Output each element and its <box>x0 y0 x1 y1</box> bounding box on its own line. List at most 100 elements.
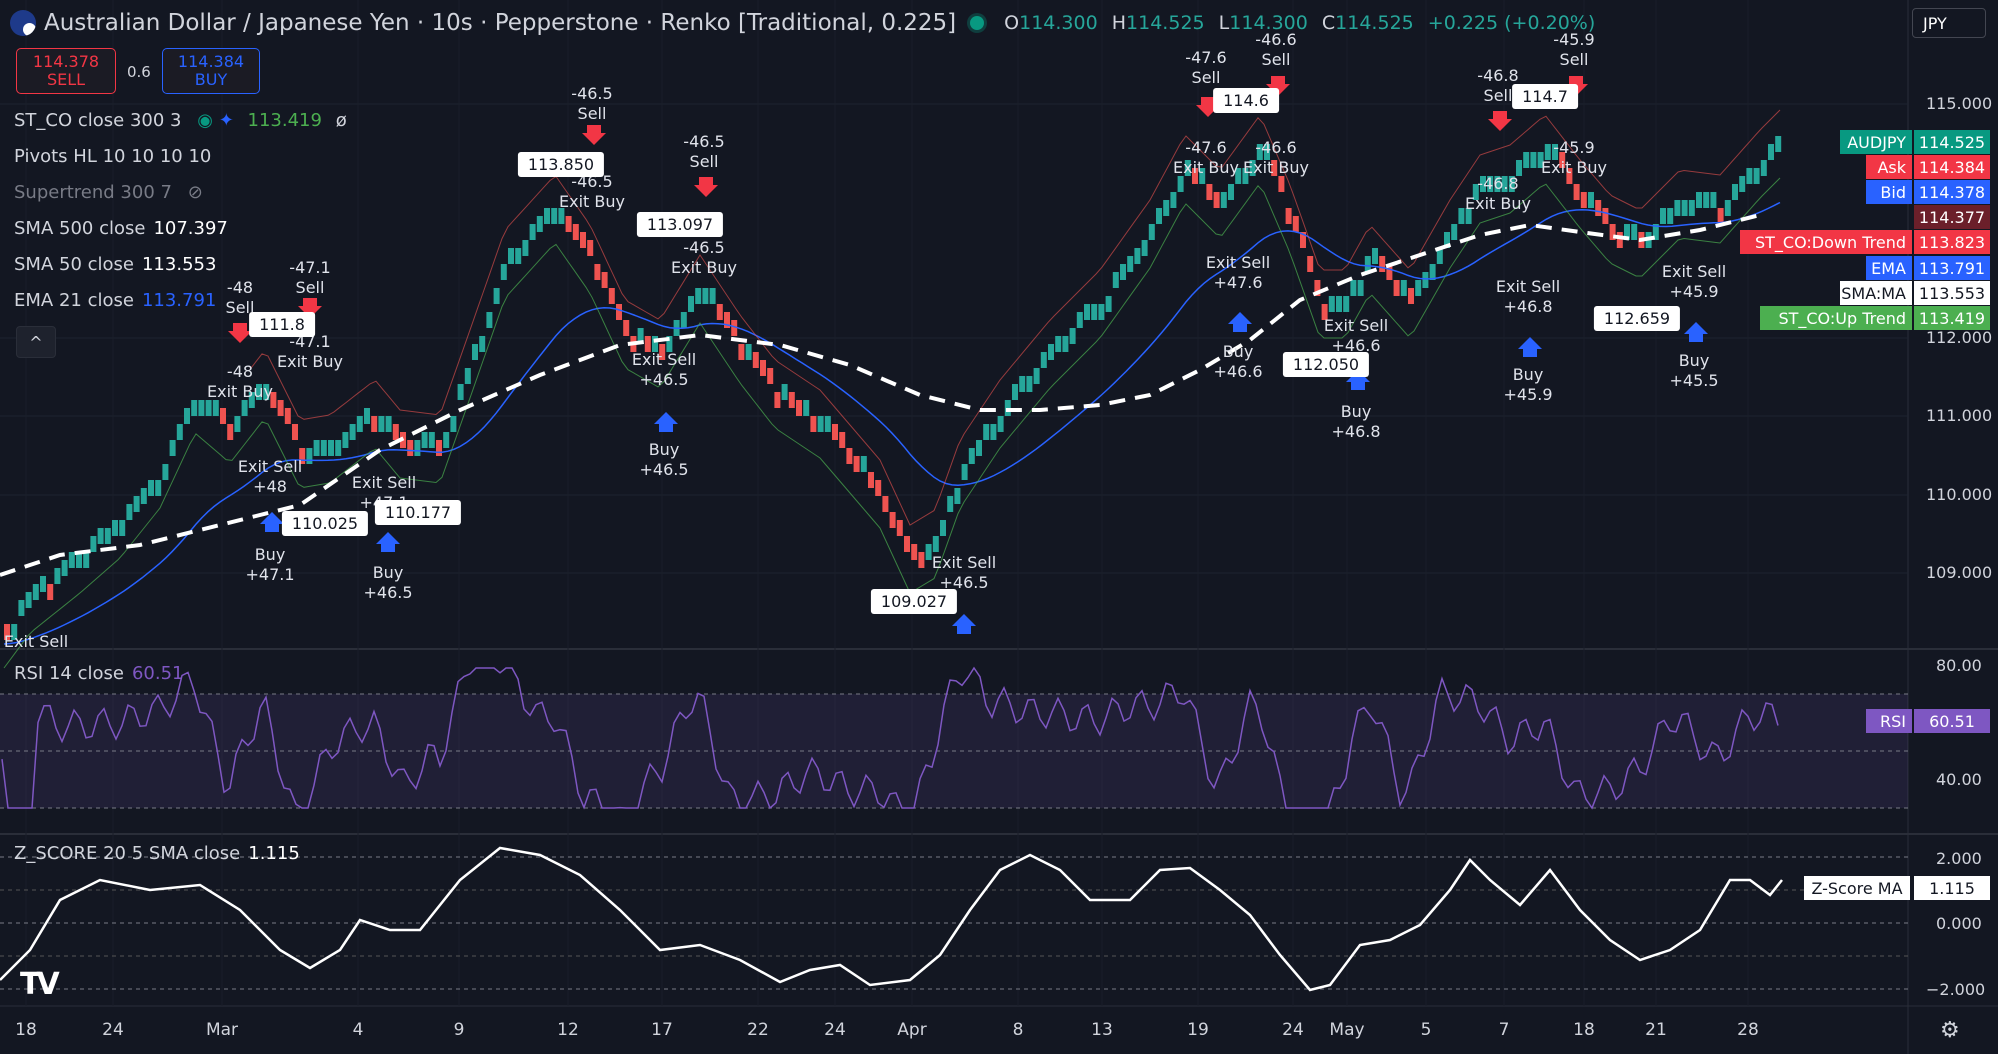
renko-brick <box>688 296 694 312</box>
legend-zscore[interactable]: Z_SCORE 20 5 SMA close 1.115 <box>14 843 300 864</box>
renko-brick <box>198 400 205 416</box>
pivot-label[interactable]: 109.027 <box>870 589 958 614</box>
renko-brick <box>1300 232 1306 248</box>
renko-brick <box>1256 144 1263 160</box>
renko-brick <box>1624 224 1630 240</box>
settings-gear-icon[interactable]: ⚙ <box>1940 1018 1960 1043</box>
renko-brick <box>1422 272 1429 288</box>
renko-brick <box>738 344 745 360</box>
renko-brick <box>1724 200 1731 216</box>
renko-brick <box>1717 208 1724 224</box>
pivot-label[interactable]: 112.659 <box>1593 306 1681 331</box>
renko-brick <box>1228 184 1234 200</box>
renko-brick <box>1055 336 1062 352</box>
renko-brick <box>1141 240 1148 256</box>
x-tick-label: 9 <box>453 1020 465 1040</box>
trade-annotation: -46.8 Sell <box>1477 66 1519 105</box>
rsi-value: 60.51 <box>1914 709 1990 733</box>
renko-brick <box>270 392 277 408</box>
pivot-label[interactable]: 110.025 <box>281 511 369 536</box>
renko-brick <box>536 216 543 232</box>
legend-st-co[interactable]: ST_CO close 300 3 ◉ ✦ 113.419 ø <box>14 110 347 131</box>
pivot-label[interactable]: 112.050 <box>1282 352 1370 377</box>
trade-annotation: Buy +47.1 <box>245 545 295 584</box>
renko-brick <box>32 584 39 600</box>
renko-brick <box>1746 168 1753 184</box>
renko-brick <box>1537 152 1544 168</box>
legend-ema21[interactable]: EMA 21 close 113.791 <box>14 290 217 311</box>
trade-annotation: -46.6 Sell <box>1255 30 1297 69</box>
sell-button[interactable]: 114.378 SELL <box>16 48 116 94</box>
alert-icon[interactable]: ◉ <box>197 110 213 131</box>
renko-brick <box>1703 192 1710 208</box>
legend-sma500[interactable]: SMA 500 close 107.397 <box>14 218 228 239</box>
sell-price: 114.378 <box>32 52 100 71</box>
tradingview-logo[interactable]: TV <box>20 967 60 1002</box>
y-tick: 115.000 <box>1926 94 1993 113</box>
renko-brick <box>1688 200 1695 216</box>
legend-supertrend[interactable]: Supertrend 300 7 ⊘ <box>14 182 203 203</box>
legend-rsi[interactable]: RSI 14 close 60.51 <box>14 663 184 684</box>
price-label-value: 114.378 <box>1914 180 1990 204</box>
pivot-label[interactable]: 110.177 <box>374 500 462 525</box>
renko-brick <box>1285 208 1292 224</box>
renko-brick <box>1451 224 1458 240</box>
pivot-label[interactable]: 114.6 <box>1213 88 1279 113</box>
trade-annotation: -48 Exit Buy <box>207 362 273 401</box>
renko-brick <box>1616 232 1623 248</box>
legend-sma50[interactable]: SMA 50 close 113.553 <box>14 254 217 275</box>
symbol-title[interactable]: Australian Dollar / Japanese Yen · 10s ·… <box>44 10 957 36</box>
sell-arrow-icon <box>228 323 252 343</box>
renko-brick <box>1350 280 1357 296</box>
market-status-icon[interactable] <box>970 16 985 30</box>
renko-brick <box>601 272 608 288</box>
renko-brick <box>436 440 442 456</box>
z-tick: 2.000 <box>1936 849 1982 868</box>
renko-brick <box>508 248 514 264</box>
buy-button[interactable]: 114.384 BUY <box>162 48 260 94</box>
renko-brick <box>1163 200 1170 216</box>
trade-annotation: Buy +46.6 <box>1213 342 1263 381</box>
renko-brick <box>1271 160 1278 176</box>
pivot-label[interactable]: 111.8 <box>249 312 315 337</box>
renko-brick <box>558 208 565 224</box>
currency-selector[interactable]: JPY <box>1912 8 1986 38</box>
renko-brick <box>83 552 90 568</box>
renko-brick <box>486 312 493 328</box>
renko-brick <box>1739 176 1746 192</box>
renko-brick <box>1458 208 1465 224</box>
renko-brick <box>277 400 284 416</box>
renko-brick <box>745 344 752 360</box>
renko-brick <box>1393 280 1400 296</box>
buy-label: BUY <box>194 70 228 89</box>
renko-brick <box>68 552 75 568</box>
pivot-label[interactable]: 114.7 <box>1512 84 1578 109</box>
renko-brick <box>292 424 298 440</box>
renko-brick <box>896 520 903 536</box>
renko-brick <box>148 480 154 496</box>
renko-brick <box>1343 296 1350 312</box>
trade-annotation: Exit Sell <box>3 632 69 651</box>
legend-pivots[interactable]: Pivots HL 10 10 10 10 <box>14 146 212 167</box>
x-tick-label: 5 <box>1420 1020 1432 1040</box>
pivot-label[interactable]: 113.850 <box>517 152 605 177</box>
renko-brick <box>961 464 968 480</box>
renko-brick <box>1732 184 1738 200</box>
renko-brick <box>1062 336 1069 352</box>
renko-brick <box>1364 256 1371 272</box>
x-tick-label: 18 <box>15 1020 37 1040</box>
renko-brick <box>889 512 896 528</box>
sparkle-icon[interactable]: ✦ <box>218 110 234 131</box>
renko-brick <box>868 472 874 488</box>
pivot-label[interactable]: 113.097 <box>636 212 724 237</box>
z-tick: −2.000 <box>1926 980 1986 999</box>
y-tick: 110.000 <box>1926 485 1993 504</box>
hidden-eye-icon[interactable]: ⊘ <box>187 182 203 203</box>
collapse-legend-button[interactable]: ^ <box>16 326 56 358</box>
x-tick-label: 7 <box>1498 1020 1510 1040</box>
renko-brick <box>1012 384 1018 400</box>
renko-brick <box>1631 224 1638 240</box>
renko-brick <box>1177 176 1184 192</box>
